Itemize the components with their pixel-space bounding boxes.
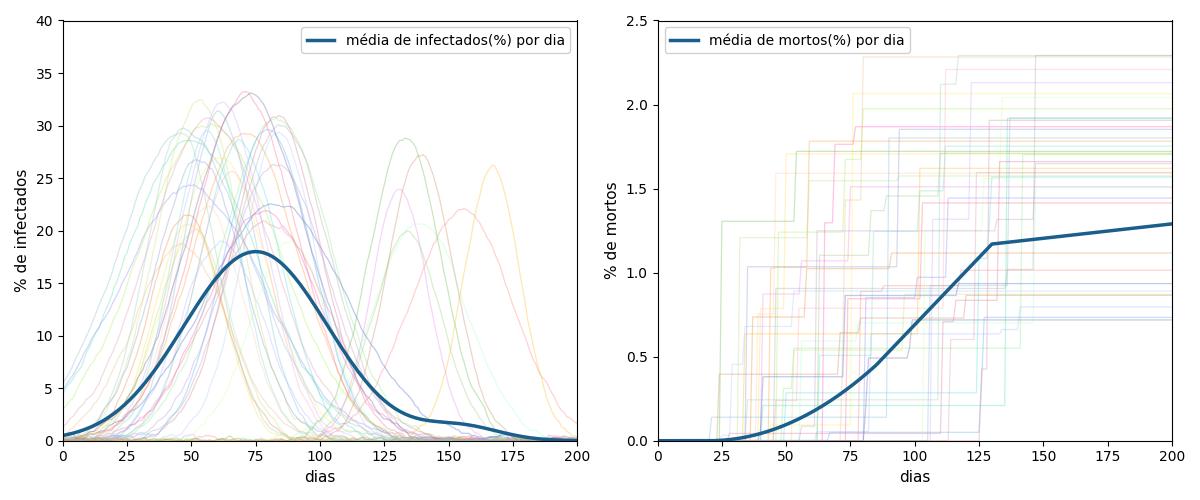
X-axis label: dias: dias [899, 470, 930, 485]
média de infectados(%) por dia [59, 432, 73, 438]
média de mortos(%) por dia [838, 388, 852, 394]
Legend: média de infectados(%) por dia: média de infectados(%) por dia [301, 28, 570, 53]
média de infectados(%) por dia [275, 260, 289, 266]
média de mortos(%) por dia [697, 438, 712, 444]
média de mortos(%) por dia [653, 438, 667, 444]
X-axis label: dias: dias [305, 470, 336, 485]
média de mortos(%) por dia [650, 438, 665, 444]
média de infectados(%) por dia [570, 438, 584, 444]
média de infectados(%) por dia [336, 347, 350, 353]
Line: média de infectados(%) por dia: média de infectados(%) por dia [62, 252, 577, 440]
Y-axis label: % de mortos: % de mortos [605, 182, 620, 280]
média de infectados(%) por dia [248, 248, 263, 254]
média de infectados(%) por dia [55, 432, 70, 438]
Line: média de mortos(%) por dia: média de mortos(%) por dia [658, 224, 1172, 440]
média de mortos(%) por dia [1121, 226, 1135, 232]
média de mortos(%) por dia [1165, 221, 1180, 227]
média de infectados(%) por dia [529, 436, 544, 442]
Y-axis label: % de infectados: % de infectados [16, 169, 30, 292]
Legend: média de mortos(%) por dia: média de mortos(%) por dia [665, 28, 910, 53]
média de mortos(%) por dia [866, 364, 881, 370]
média de infectados(%) por dia [244, 249, 258, 255]
média de infectados(%) por dia [102, 414, 116, 420]
média de mortos(%) por dia [928, 300, 942, 306]
